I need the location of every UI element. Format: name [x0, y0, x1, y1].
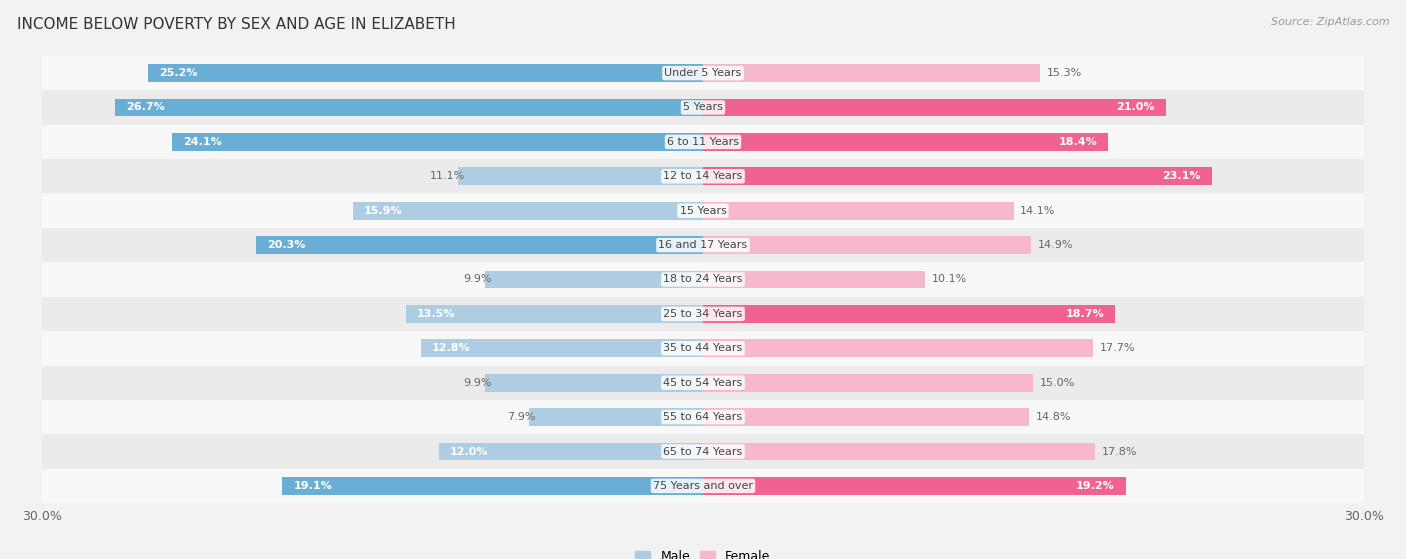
Text: 13.5%: 13.5% — [416, 309, 456, 319]
Bar — [703, 271, 925, 288]
Text: 18.7%: 18.7% — [1066, 309, 1104, 319]
Bar — [42, 366, 1364, 400]
Bar — [485, 374, 703, 392]
Bar — [42, 400, 1364, 434]
Text: 9.9%: 9.9% — [463, 378, 492, 388]
Text: 26.7%: 26.7% — [127, 102, 165, 112]
Bar — [703, 98, 1166, 116]
Legend: Male, Female: Male, Female — [630, 546, 776, 559]
Text: 11.1%: 11.1% — [430, 171, 465, 181]
Bar — [42, 159, 1364, 193]
Text: 5 Years: 5 Years — [683, 102, 723, 112]
Bar — [405, 305, 703, 323]
Text: 14.1%: 14.1% — [1021, 206, 1056, 216]
Bar — [703, 339, 1092, 357]
Bar — [42, 468, 1364, 503]
Text: 15.0%: 15.0% — [1040, 378, 1076, 388]
Text: 19.1%: 19.1% — [294, 481, 332, 491]
Bar — [703, 374, 1033, 392]
Text: 15.9%: 15.9% — [364, 206, 402, 216]
Text: INCOME BELOW POVERTY BY SEX AND AGE IN ELIZABETH: INCOME BELOW POVERTY BY SEX AND AGE IN E… — [17, 17, 456, 32]
Bar — [703, 64, 1040, 82]
Bar — [42, 193, 1364, 228]
Text: 9.9%: 9.9% — [463, 274, 492, 285]
Bar — [42, 56, 1364, 91]
Text: 14.8%: 14.8% — [1036, 412, 1071, 422]
Bar — [42, 434, 1364, 468]
Text: 15.3%: 15.3% — [1046, 68, 1081, 78]
Text: 18.4%: 18.4% — [1059, 137, 1097, 147]
Text: 16 and 17 Years: 16 and 17 Years — [658, 240, 748, 250]
Bar — [485, 271, 703, 288]
Text: 24.1%: 24.1% — [183, 137, 222, 147]
Bar — [42, 331, 1364, 366]
Text: 18 to 24 Years: 18 to 24 Years — [664, 274, 742, 285]
Text: 19.2%: 19.2% — [1076, 481, 1115, 491]
Bar — [42, 125, 1364, 159]
Bar — [703, 408, 1029, 426]
Text: Under 5 Years: Under 5 Years — [665, 68, 741, 78]
Bar — [703, 443, 1095, 461]
Text: 25 to 34 Years: 25 to 34 Years — [664, 309, 742, 319]
Text: 21.0%: 21.0% — [1116, 102, 1154, 112]
Text: 14.9%: 14.9% — [1038, 240, 1073, 250]
Bar — [42, 297, 1364, 331]
Text: 25.2%: 25.2% — [159, 68, 197, 78]
Text: 15 Years: 15 Years — [679, 206, 727, 216]
Bar — [703, 477, 1126, 495]
Bar — [703, 202, 1014, 220]
Text: 35 to 44 Years: 35 to 44 Years — [664, 343, 742, 353]
Bar — [172, 133, 703, 151]
Bar — [703, 236, 1031, 254]
Bar — [703, 133, 1108, 151]
Text: 12.8%: 12.8% — [432, 343, 471, 353]
Text: 7.9%: 7.9% — [508, 412, 536, 422]
Bar — [703, 167, 1212, 185]
Bar — [458, 167, 703, 185]
Text: Source: ZipAtlas.com: Source: ZipAtlas.com — [1271, 17, 1389, 27]
Bar — [42, 228, 1364, 262]
Bar — [42, 91, 1364, 125]
Text: 12 to 14 Years: 12 to 14 Years — [664, 171, 742, 181]
Text: 20.3%: 20.3% — [267, 240, 305, 250]
Text: 55 to 64 Years: 55 to 64 Years — [664, 412, 742, 422]
Text: 12.0%: 12.0% — [450, 447, 488, 457]
Text: 65 to 74 Years: 65 to 74 Years — [664, 447, 742, 457]
Bar — [283, 477, 703, 495]
Bar — [148, 64, 703, 82]
Text: 17.7%: 17.7% — [1099, 343, 1135, 353]
Bar — [529, 408, 703, 426]
Text: 17.8%: 17.8% — [1102, 447, 1137, 457]
Text: 23.1%: 23.1% — [1163, 171, 1201, 181]
Bar — [420, 339, 703, 357]
Bar — [703, 305, 1115, 323]
Bar — [439, 443, 703, 461]
Text: 6 to 11 Years: 6 to 11 Years — [666, 137, 740, 147]
Bar — [353, 202, 703, 220]
Text: 45 to 54 Years: 45 to 54 Years — [664, 378, 742, 388]
Text: 75 Years and over: 75 Years and over — [652, 481, 754, 491]
Text: 10.1%: 10.1% — [932, 274, 967, 285]
Bar — [115, 98, 703, 116]
Bar — [42, 262, 1364, 297]
Bar — [256, 236, 703, 254]
